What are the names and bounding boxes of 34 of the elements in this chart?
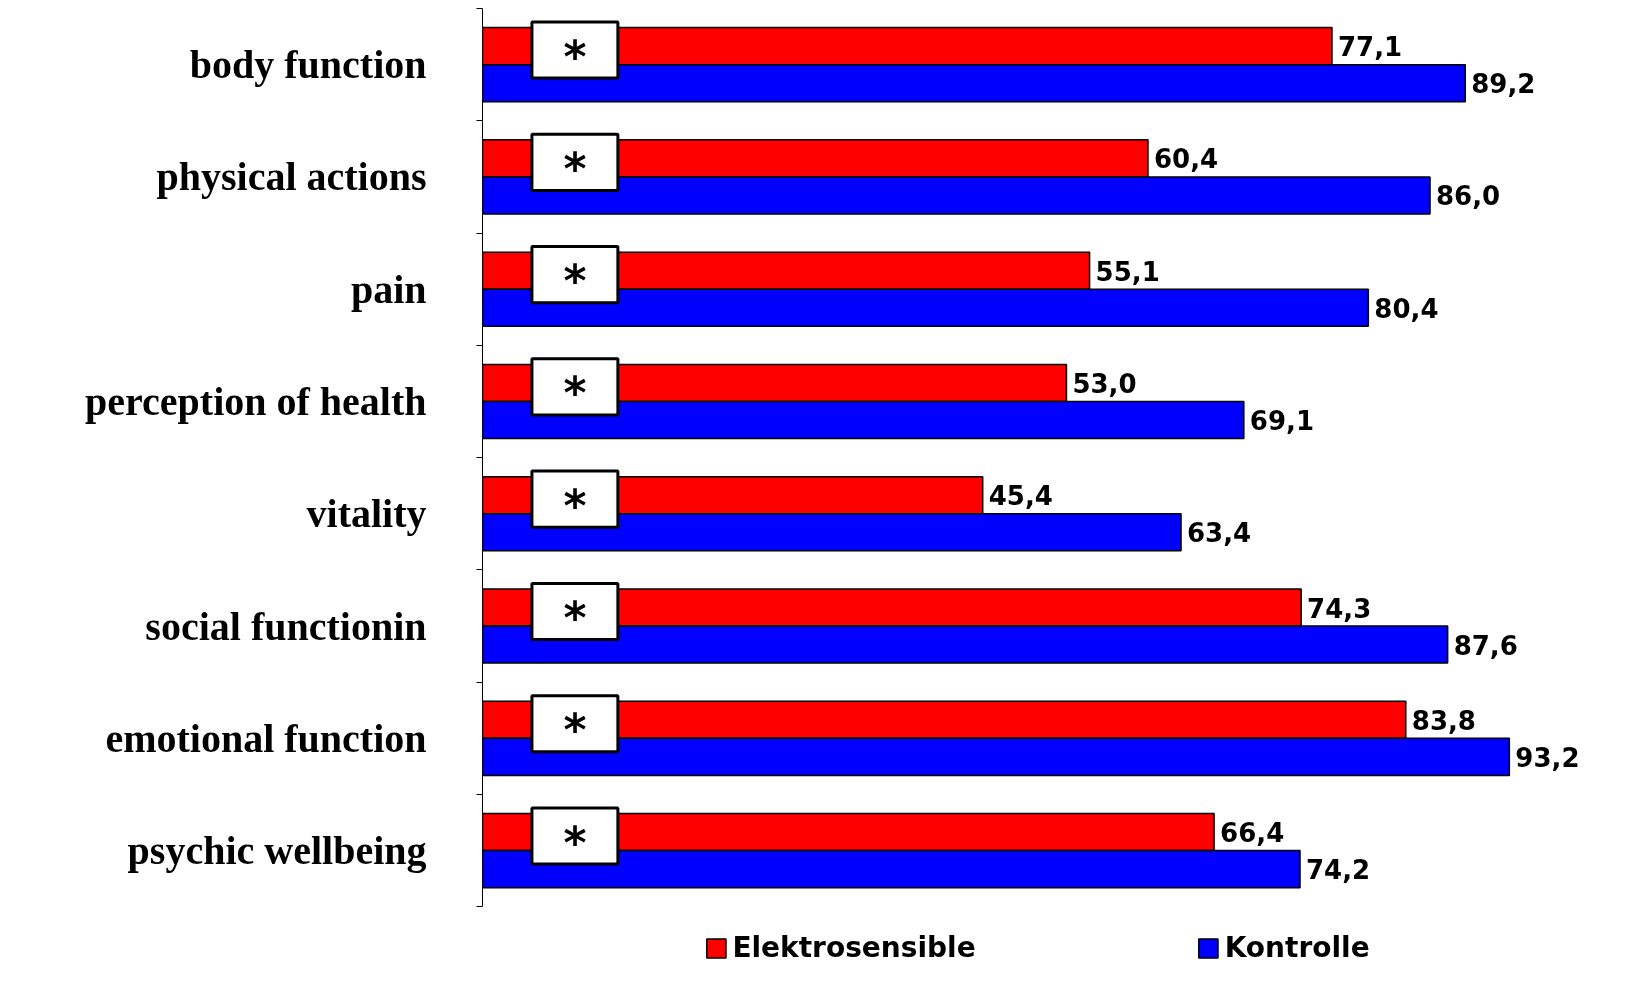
annotation: * (563, 30, 587, 82)
data-label: 86,0 (1436, 181, 1501, 212)
y-tick-label: emotional function (105, 715, 427, 761)
annotation: * (563, 479, 587, 531)
data-label: 60,4 (1153, 144, 1219, 175)
data-label: 63,4 (1187, 518, 1252, 549)
data-label: 74,3 (1307, 593, 1372, 624)
data-label: 87,6 (1453, 630, 1518, 661)
annotation: * (563, 255, 587, 307)
legend-label: Elektrosensible (732, 931, 976, 964)
data-label: 53,0 (1072, 368, 1137, 399)
data-label: 83,8 (1411, 705, 1476, 736)
annotation: * (563, 367, 587, 419)
y-tick-label: social functionin (145, 603, 427, 649)
y-tick-label: pain (350, 266, 427, 312)
annotation: * (563, 816, 587, 868)
data-label: 69,1 (1249, 406, 1314, 437)
annotation: * (563, 704, 587, 756)
data-label: 66,4 (1220, 818, 1285, 849)
annotation: * (563, 142, 587, 194)
data-label: 55,1 (1095, 256, 1160, 287)
y-tick-label: body function (189, 42, 427, 88)
data-label: 80,4 (1374, 293, 1439, 324)
y-tick-label: psychic wellbeing (127, 828, 427, 874)
data-label: 45,4 (988, 481, 1053, 512)
y-tick-label: vitality (306, 491, 427, 537)
y-tick-label: perception of health (85, 378, 427, 424)
data-label: 93,2 (1515, 742, 1580, 773)
data-label: 89,2 (1471, 69, 1536, 100)
data-label: 74,2 (1306, 855, 1371, 886)
y-tick-label: physical actions (156, 154, 427, 200)
legend-label: Kontrolle (1224, 931, 1370, 964)
data-label: 77,1 (1337, 32, 1403, 63)
annotation: * (563, 591, 587, 643)
